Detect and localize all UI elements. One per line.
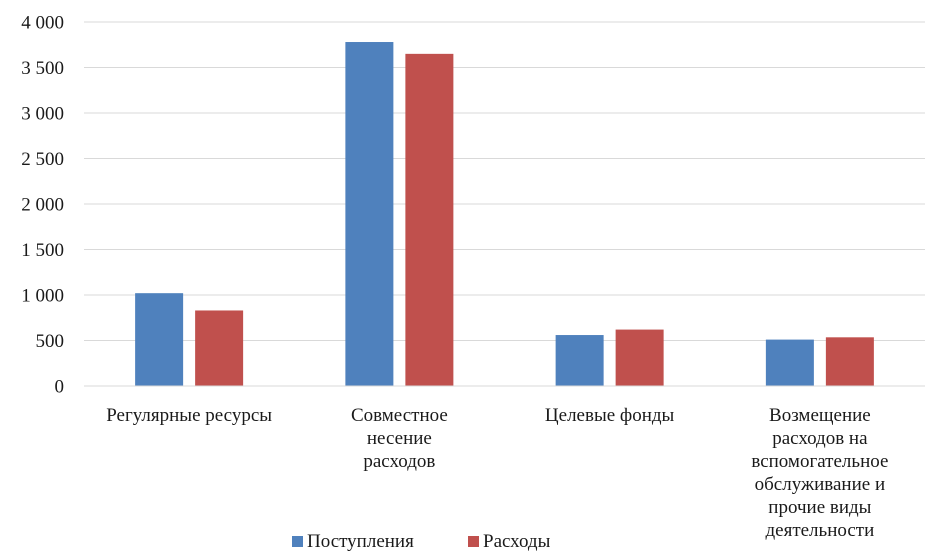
legend-label: Поступления — [307, 531, 414, 552]
bar-expense — [195, 310, 244, 386]
category-label-line: вспомогательное — [751, 451, 888, 472]
bar-expense — [405, 53, 454, 386]
y-tick-label: 2 500 — [21, 149, 64, 170]
category-label-line: расходов на — [772, 428, 868, 449]
category-label-line: прочие виды — [768, 497, 871, 518]
category-label-line: расходов — [363, 451, 435, 472]
y-tick-label: 1 500 — [21, 240, 64, 261]
y-tick-label: 0 — [55, 377, 65, 398]
category-label-line: обслуживание и — [755, 474, 885, 495]
legend: Поступления Расходы — [292, 531, 551, 552]
category-labels: Регулярные ресурсы Совместное несение расхо… — [106, 405, 888, 541]
category-label-line: Возмещение — [769, 405, 871, 426]
bar-income — [135, 293, 184, 386]
category-label: Целевые фонды — [545, 405, 675, 426]
legend-swatch — [468, 536, 479, 547]
y-tick-label: 500 — [36, 331, 65, 352]
category-label-line: деятельности — [765, 520, 874, 541]
category-label-line: Совместное — [351, 405, 448, 426]
y-tick-label: 3 000 — [21, 104, 64, 125]
category-label: Возмещение расходов на вспомогательное обсл… — [751, 405, 888, 541]
bar-income — [345, 42, 394, 387]
y-tick-label: 3 500 — [21, 58, 64, 79]
category-label-line: Целевые фонды — [545, 405, 675, 426]
bar-expense — [615, 329, 664, 386]
legend-label: Расходы — [483, 531, 551, 552]
category-label: Регулярные ресурсы — [106, 405, 272, 426]
y-tick-label: 1 000 — [21, 286, 64, 307]
bar-expense — [825, 337, 874, 386]
bar-income — [555, 335, 604, 386]
bar-income — [765, 339, 814, 386]
category-label: Совместное несение расходов — [351, 405, 448, 472]
y-tick-label: 4 000 — [21, 13, 64, 34]
category-label-line: несение — [367, 428, 432, 449]
y-axis-tick-labels: 0 500 1 000 1 500 2 000 2 500 3 000 3 500 4 000 — [21, 13, 64, 398]
bars — [135, 42, 874, 387]
gridlines — [84, 21, 925, 341]
legend-swatch — [292, 536, 303, 547]
y-tick-label: 2 000 — [21, 195, 64, 216]
category-label-line: Регулярные ресурсы — [106, 405, 272, 426]
